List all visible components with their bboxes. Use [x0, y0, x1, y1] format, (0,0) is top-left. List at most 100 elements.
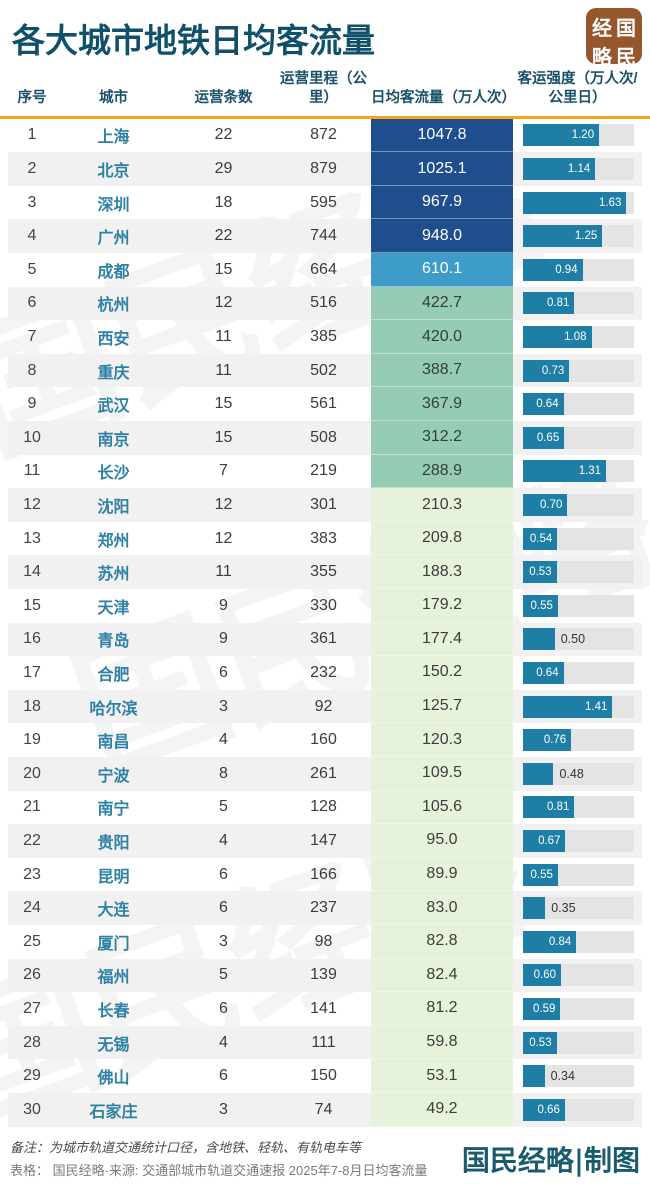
- lines-count-cell: 4: [219, 731, 228, 749]
- intensity-bar-track: 1.63: [523, 191, 634, 214]
- table-row: 21 南宁 5 128 105.6 0.81: [8, 790, 642, 825]
- mileage-cell: 92: [314, 697, 333, 715]
- table-row: 26 福州 5 139 82.4 0.60: [8, 958, 642, 993]
- intensity-value: 0.64: [536, 398, 559, 411]
- intensity-cell: 0.66: [513, 1093, 642, 1127]
- flow-cell: 367.9: [371, 387, 513, 422]
- table-row: 16 青岛 9 361 177.4 0.50: [8, 622, 642, 657]
- intensity-bar-track: 0.35: [523, 897, 634, 920]
- intensity-bar: 1.14: [523, 158, 596, 181]
- intensity-bar-track: 0.94: [523, 258, 634, 281]
- header: 各大城市地铁日均客流量 经 国 略 民: [0, 0, 650, 69]
- intensity-value: 0.84: [548, 935, 572, 948]
- rank-cell: 6: [27, 294, 37, 312]
- intensity-bar-track: 0.50: [523, 628, 634, 651]
- intensity-bar: 0.53: [523, 1031, 557, 1054]
- intensity-bar: 0.76: [523, 729, 572, 752]
- table-row: 20 宁波 8 261 109.5 0.48: [8, 756, 642, 791]
- intensity-bar-track: 0.76: [523, 729, 634, 752]
- table-row: 17 合肥 6 232 150.2 0.64: [8, 656, 642, 690]
- intensity-cell: 0.55: [513, 589, 642, 623]
- intensity-cell: 0.48: [513, 757, 642, 791]
- flow-cell: 83.0: [371, 891, 513, 925]
- intensity-value: 1.25: [574, 230, 598, 243]
- intensity-bar: 0.60: [523, 964, 562, 987]
- table-row: 10 南京 15 508 312.2 0.65: [8, 421, 642, 455]
- intensity-bar-track: 1.20: [523, 124, 634, 147]
- table-row: 18 哈尔滨 3 92 125.7 1.41: [8, 689, 642, 724]
- lines-count-cell: 12: [214, 294, 233, 312]
- mileage-cell: 879: [310, 160, 337, 178]
- city-cell: 石家庄: [89, 1103, 138, 1121]
- flow-cell: 210.3: [371, 488, 513, 522]
- intensity-cell: 0.76: [513, 723, 642, 757]
- intensity-cell: 0.53: [513, 1026, 642, 1060]
- intensity-value: 0.94: [555, 263, 578, 276]
- rank-cell: 29: [23, 1067, 41, 1085]
- intensity-cell: 1.25: [513, 219, 642, 253]
- rank-cell: 10: [23, 428, 41, 446]
- mileage-cell: 508: [310, 428, 337, 446]
- intensity-bar: [523, 1065, 545, 1088]
- column-header-intensity: 客运强度（万人次/公里日）: [517, 71, 638, 106]
- brand-logo: 经 国 略 民: [586, 8, 642, 69]
- intensity-value: 1.20: [571, 129, 595, 142]
- mileage-cell: 166: [310, 865, 337, 883]
- rank-cell: 28: [23, 1033, 41, 1051]
- mileage-cell: 232: [310, 663, 337, 681]
- intensity-bar: 0.64: [523, 661, 564, 684]
- intensity-bar-track: 0.60: [523, 964, 634, 987]
- flow-cell: 82.4: [371, 958, 513, 993]
- intensity-bar: 1.25: [523, 225, 603, 248]
- city-cell: 北京: [97, 163, 130, 181]
- rank-cell: 20: [23, 764, 41, 782]
- table-row: 9 武汉 15 561 367.9 0.64: [8, 387, 642, 422]
- intensity-cell: 0.60: [513, 959, 642, 993]
- lines-count-cell: 3: [219, 932, 228, 950]
- rank-cell: 18: [23, 697, 41, 715]
- lines-count-cell: 6: [219, 899, 228, 917]
- intensity-bar: 0.84: [523, 930, 577, 953]
- mileage-cell: 330: [310, 596, 337, 614]
- mileage-cell: 261: [310, 764, 337, 782]
- intensity-bar-track: 0.67: [523, 829, 634, 852]
- flow-cell: 125.7: [371, 689, 513, 724]
- mileage-cell: 74: [314, 1100, 333, 1118]
- table-row: 30 石家庄 3 74 49.2 0.66: [8, 1092, 642, 1127]
- intensity-bar: 0.64: [523, 393, 564, 416]
- mileage-cell: 516: [310, 294, 337, 312]
- intensity-value: 0.81: [546, 801, 570, 814]
- rank-cell: 4: [27, 227, 37, 245]
- content: 各大城市地铁日均客流量 经 国 略 民 序号 城市 运营条数 运营里程（公里） …: [0, 0, 650, 1127]
- rank-cell: 1: [27, 126, 37, 144]
- mileage-cell: 355: [310, 563, 337, 581]
- flow-cell: 422.7: [371, 286, 513, 321]
- table-row: 14 苏州 11 355 188.3 0.53: [8, 555, 642, 589]
- city-cell: 南宁: [97, 801, 130, 819]
- rank-cell: 12: [23, 496, 41, 514]
- intensity-bar: 0.67: [523, 829, 566, 852]
- intensity-value: 1.14: [567, 163, 591, 176]
- rank-cell: 24: [23, 899, 41, 917]
- table-row: 3 深圳 18 595 967.9 1.63: [8, 185, 642, 220]
- intensity-bar: 1.20: [523, 124, 600, 147]
- mileage-cell: 139: [310, 966, 337, 984]
- lines-count-cell: 15: [214, 395, 233, 413]
- intensity-bar: 0.81: [523, 796, 575, 819]
- intensity-cell: 0.81: [513, 791, 642, 825]
- city-cell: 青岛: [97, 633, 130, 651]
- column-header-flow: 日均客流量（万人次）: [371, 89, 516, 106]
- intensity-bar: 0.81: [523, 292, 575, 315]
- lines-count-cell: 8: [219, 764, 228, 782]
- rank-cell: 19: [23, 731, 41, 749]
- rank-cell: 23: [23, 865, 41, 883]
- intensity-value: 0.76: [543, 734, 567, 747]
- city-cell: 福州: [97, 969, 130, 987]
- mileage-cell: 150: [310, 1067, 337, 1085]
- intensity-bar-track: 1.08: [523, 326, 634, 349]
- intensity-bar-track: 0.54: [523, 527, 634, 550]
- rank-cell: 13: [23, 529, 41, 547]
- intensity-bar: 0.53: [523, 561, 557, 584]
- table-row: 15 天津 9 330 179.2 0.55: [8, 589, 642, 623]
